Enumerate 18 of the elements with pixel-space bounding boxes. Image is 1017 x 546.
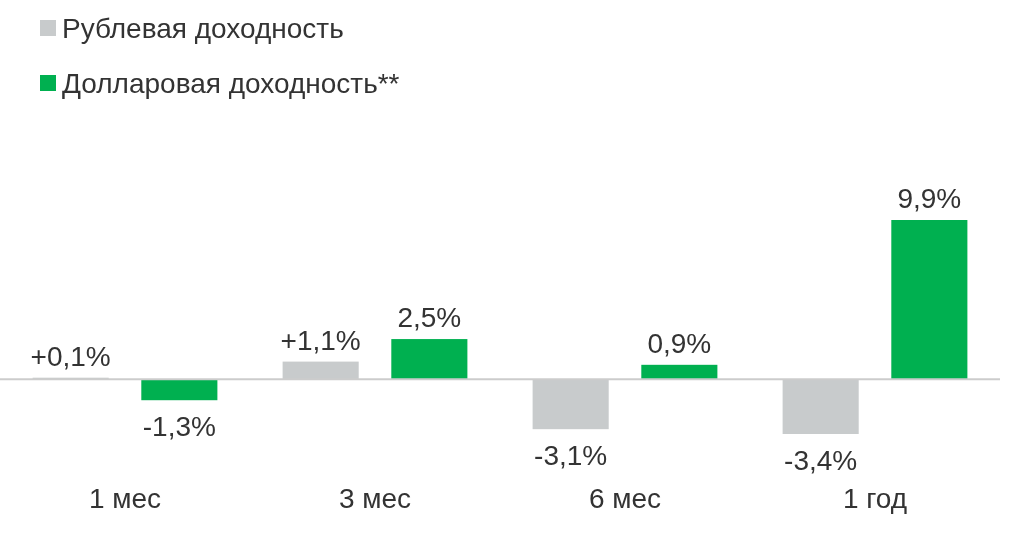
- data-label: 9,9%: [897, 183, 962, 214]
- x-tick-label: 1 мес: [88, 483, 162, 514]
- x-tick-label: 1 год: [842, 483, 908, 514]
- data-label: -1,3%: [142, 411, 216, 443]
- data-label: +1,1%: [280, 324, 361, 356]
- legend-label: Рублевая доходность: [62, 13, 344, 44]
- data-label: 0,9%: [647, 327, 712, 359]
- bar: [141, 379, 218, 401]
- data-label: -3,1%: [534, 440, 608, 472]
- bar: [391, 339, 468, 380]
- x-tick-label: 3 мес: [338, 483, 412, 514]
- bar: [641, 364, 718, 380]
- legend-label: Долларовая доходность**: [62, 68, 400, 99]
- data-label: -3,4%: [784, 445, 858, 476]
- data-label: +0,1%: [30, 340, 111, 372]
- x-tick-label: 6 мес: [588, 483, 662, 514]
- bar: [891, 220, 968, 380]
- data-label: 2,5%: [397, 302, 462, 334]
